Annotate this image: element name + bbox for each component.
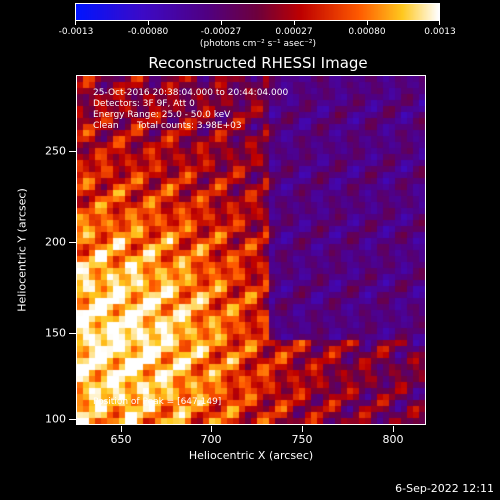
y-tick (69, 333, 76, 334)
x-axis-title: Heliocentric X (arcsec) (188, 449, 314, 462)
method-label: Clean (93, 121, 119, 131)
colorbar-tick (294, 21, 295, 25)
total-counts-label: Total counts: 3.98E+03 (137, 121, 242, 131)
x-tick (393, 426, 394, 432)
x-tick (121, 426, 122, 432)
colorbar-tick (75, 21, 76, 25)
energy-range-label: Energy Range: 25.0 - 50.0 keV (93, 110, 231, 120)
x-tick-label: 650 (110, 433, 132, 446)
plot-title: Reconstructed RHESSI Image (148, 54, 368, 72)
rhessi-image: 25-Oct-2016 20:38:04.000 to 20:44:04.000… (76, 75, 426, 425)
colorbar-tick-label: -0.0013 (58, 27, 94, 37)
date-stamp: 6-Sep-2022 12:11 (395, 482, 494, 495)
x-tick (211, 426, 212, 432)
y-axis-title: Heliocentric Y (arcsec) (15, 188, 29, 312)
colorbar (75, 3, 440, 21)
x-tick-label: 700 (200, 433, 222, 446)
colorbar-tick (148, 21, 149, 25)
y-tick (69, 242, 76, 243)
y-tick-label: 250 (45, 144, 66, 158)
detectors-label: Detectors: 3F 9F, Att 0 (93, 99, 195, 109)
y-tick-label: 200 (45, 235, 66, 249)
y-tick (69, 419, 76, 420)
colorbar-tick (367, 21, 368, 25)
x-tick-label: 800 (382, 433, 404, 446)
image-canvas (77, 76, 425, 424)
colorbar-units: (photons cm⁻² s⁻¹ asec⁻²) (199, 39, 317, 49)
colorbar-tick (439, 21, 440, 25)
colorbar-tick-label: 0.00080 (348, 27, 386, 37)
colorbar-tick-label: -0.00080 (127, 27, 169, 37)
x-tick (302, 426, 303, 432)
x-tick-label: 750 (291, 433, 313, 446)
y-tick-label: 150 (45, 326, 66, 340)
y-tick (69, 151, 76, 152)
colorbar-tick-label: -0.00027 (200, 27, 242, 37)
y-tick-label: 100 (45, 412, 66, 426)
peak-position-label: Position of Peak = [647,149] (93, 397, 222, 407)
time-range-label: 25-Oct-2016 20:38:04.000 to 20:44:04.000 (93, 88, 289, 98)
colorbar-tick (221, 21, 222, 25)
colorbar-tick-label: 0.0013 (424, 27, 456, 37)
colorbar-tick-label: 0.00027 (275, 27, 313, 37)
